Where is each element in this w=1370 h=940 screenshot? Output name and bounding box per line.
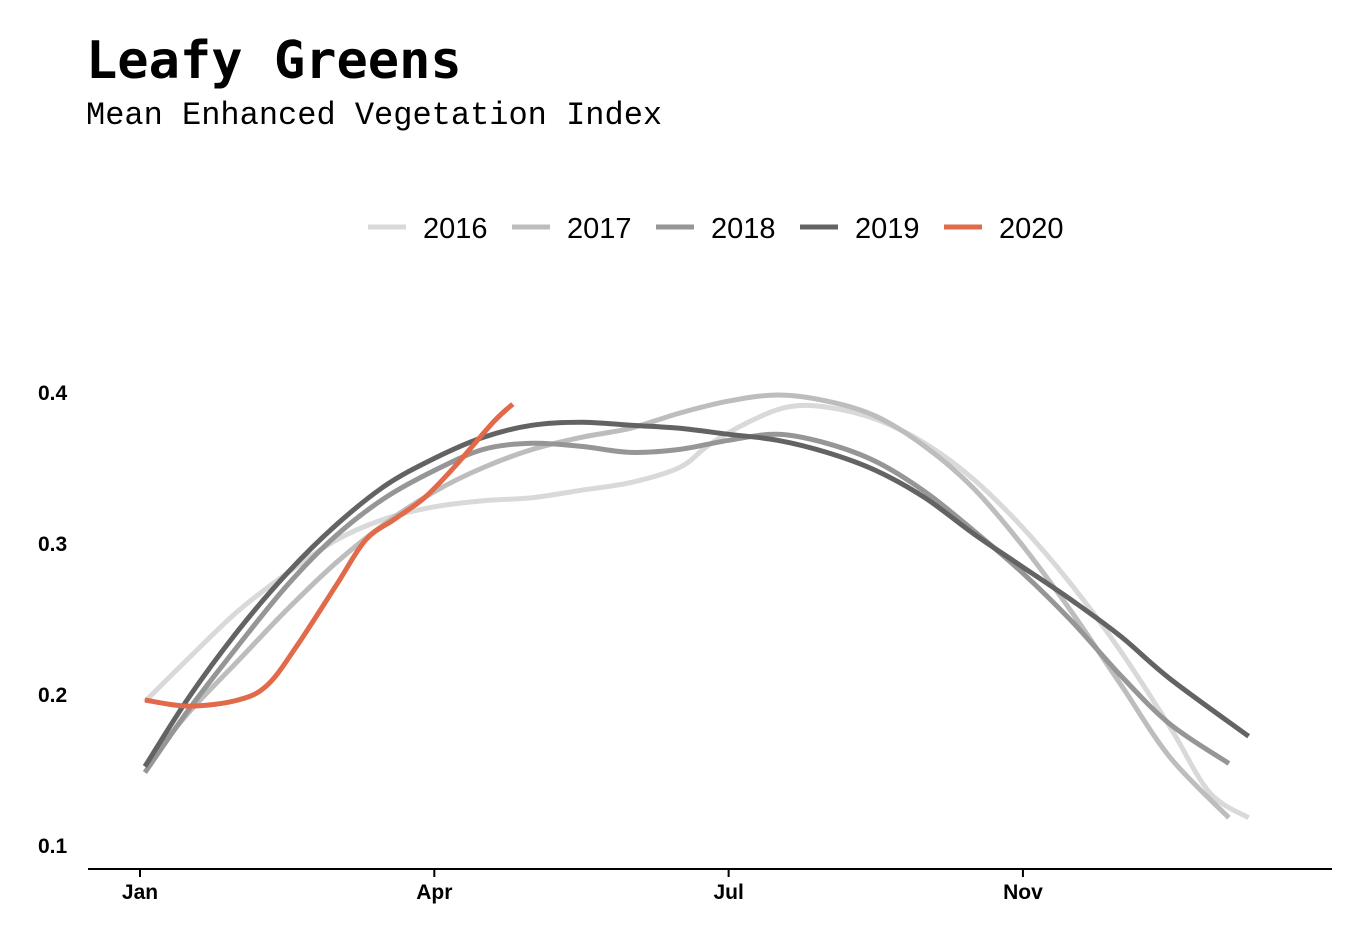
legend-item-2016: 2016 <box>368 213 488 245</box>
chart-title: Leafy Greens <box>86 31 462 91</box>
y-tick-label: 0.1 <box>38 835 68 858</box>
y-tick-label: 0.3 <box>38 533 67 556</box>
series-line-2017 <box>142 392 1231 820</box>
legend-item-2017: 2017 <box>512 213 632 245</box>
legend-label: 2020 <box>999 213 1064 245</box>
legend-item-2019: 2019 <box>800 213 920 245</box>
series-line-2016 <box>143 402 1250 820</box>
legend-label: 2018 <box>711 213 776 245</box>
legend-item-2018: 2018 <box>656 213 776 245</box>
legend-item-2020: 2020 <box>944 213 1064 245</box>
x-tick-label: Nov <box>1003 881 1043 904</box>
series-line-2020 <box>144 402 515 709</box>
legend-label: 2019 <box>855 213 920 245</box>
x-tick-label: Jul <box>713 881 743 904</box>
legend: 2016 2017 2018 2019 2020 <box>368 213 1064 245</box>
y-tick-label: 0.2 <box>38 684 67 707</box>
legend-label: 2016 <box>423 213 488 245</box>
x-axis: Jan Apr Jul Nov <box>88 868 1332 904</box>
plot-area <box>142 392 1251 820</box>
series-line-2019 <box>142 419 1251 768</box>
y-tick-label: 0.4 <box>38 382 68 405</box>
chart-subtitle: Mean Enhanced Vegetation Index <box>86 97 662 134</box>
x-tick-label: Jan <box>122 881 158 904</box>
series-line-2018 <box>142 431 1231 774</box>
x-tick-label: Apr <box>416 881 452 904</box>
legend-label: 2017 <box>567 213 632 245</box>
y-axis: 0.1 0.2 0.3 0.4 <box>38 382 68 858</box>
